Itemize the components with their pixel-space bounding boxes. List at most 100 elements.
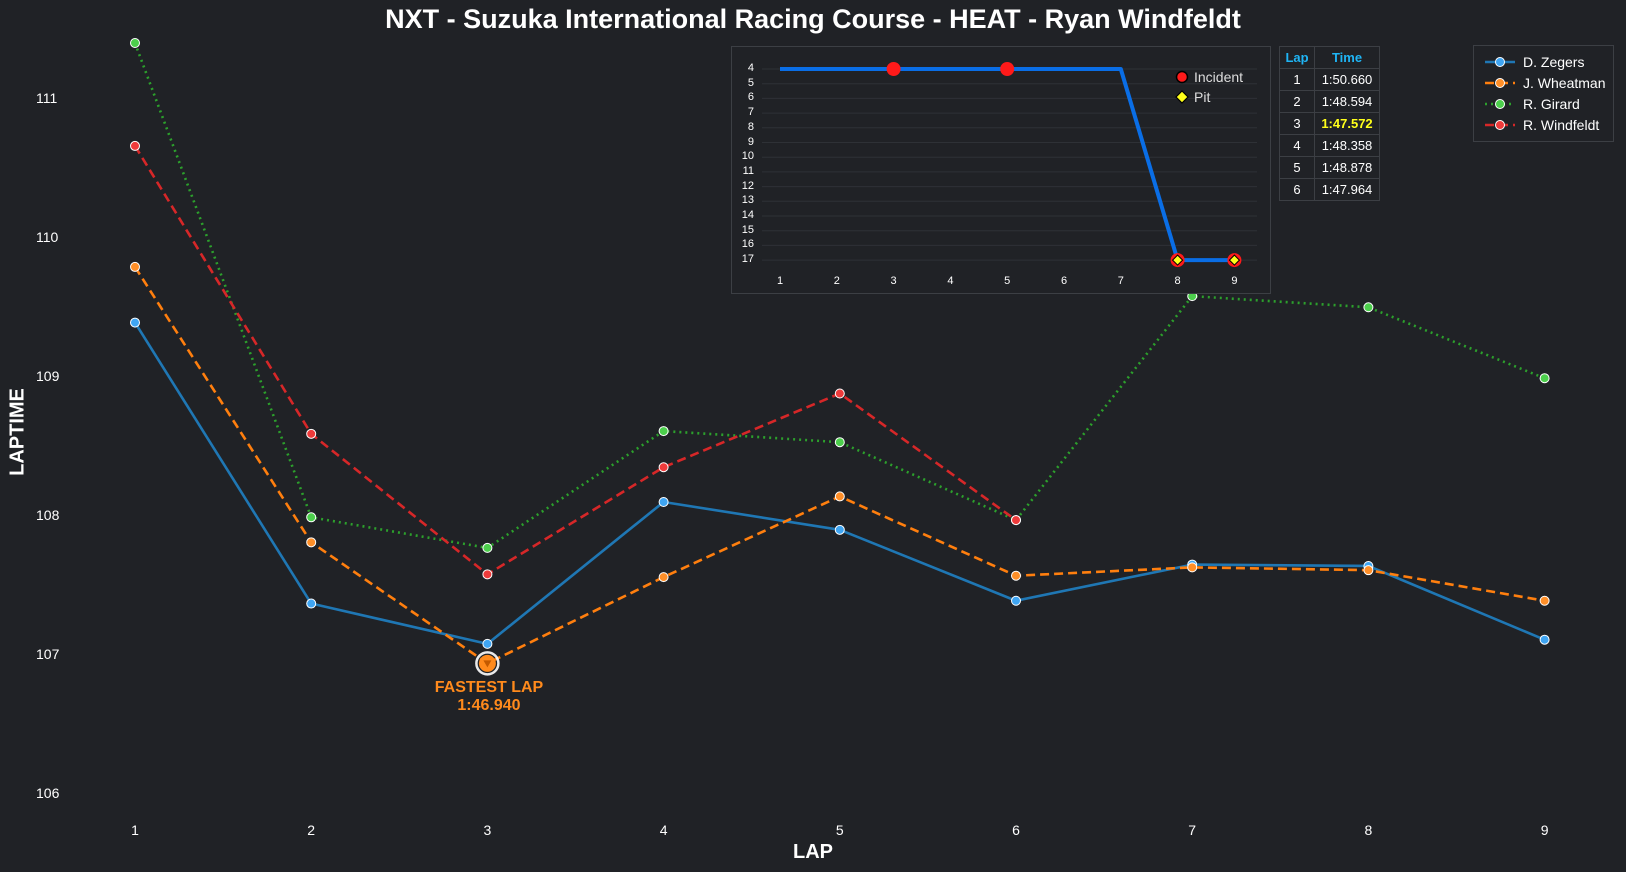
inset-y-tick-label: 13: [741, 194, 754, 207]
inset-y-tick-label: 12: [741, 179, 754, 192]
pit-marker: [1171, 254, 1184, 266]
lap-number-cell: 2: [1279, 90, 1315, 113]
x-tick-label: 6: [1012, 822, 1020, 838]
data-point: [1011, 595, 1021, 606]
inset-legend-incident-label: Incident: [1194, 69, 1244, 85]
inset-legend-pit: Pit: [1172, 87, 1210, 107]
data-point: [482, 542, 493, 553]
lap-table-header-lap: Lap: [1279, 46, 1315, 69]
lap-table-row: 4 1:48.358: [1279, 134, 1380, 157]
incident-marker: [886, 62, 901, 76]
fastest-lap-value: 1:46.940: [457, 697, 521, 715]
inset-y-tick-label: 4: [747, 62, 754, 74]
data-point: [1539, 634, 1550, 645]
inset-y-tick-label: 8: [747, 120, 754, 133]
trophy-icon: [483, 660, 492, 668]
legend-item: J. Wheatman: [1474, 73, 1613, 94]
data-point: [834, 491, 845, 502]
x-tick-label: 1: [131, 822, 139, 838]
data-point: [834, 524, 845, 535]
y-tick-label: 106: [36, 785, 60, 802]
data-point: [306, 512, 317, 523]
inset-y-tick-label: 9: [747, 135, 754, 148]
lap-table-header-time: Time: [1314, 46, 1380, 69]
x-tick-label: 2: [307, 822, 316, 838]
inset-x-tick-label: 7: [1117, 275, 1124, 287]
fastest-lap-annotation: FASTEST LAP 1:46.940: [409, 679, 569, 715]
inset-y-tick-label: 6: [747, 91, 754, 104]
x-tick-label: 8: [1364, 822, 1373, 838]
inset-x-tick-label: 8: [1174, 275, 1181, 287]
lap-table-row: 1 1:50.660: [1279, 68, 1380, 91]
incident-marker-icon: [1175, 70, 1189, 84]
inset-y-tick-label: 17: [741, 253, 754, 266]
data-point: [482, 638, 493, 649]
data-point: [306, 428, 317, 439]
x-tick-label: 5: [835, 822, 844, 838]
data-point: [130, 317, 140, 328]
data-point: [130, 261, 140, 272]
y-axis-label: LAPTIME: [6, 388, 29, 476]
legend-item: R. Girard: [1474, 94, 1613, 115]
legend-swatch-icon: [1485, 120, 1515, 130]
legend-label: R. Windfeldt: [1523, 117, 1600, 133]
data-point: [1539, 595, 1550, 606]
data-point: [658, 572, 669, 583]
lap-number-cell: 3: [1279, 112, 1315, 135]
legend-item: R. Windfeldt: [1474, 115, 1613, 136]
fastest-lap-label: FASTEST LAP: [434, 679, 544, 697]
inset-x-tick-label: 4: [947, 275, 954, 287]
legend-label: R. Girard: [1523, 96, 1580, 112]
inset-x-tick-label: 6: [1060, 275, 1068, 287]
lap-table-row: 2 1:48.594: [1279, 90, 1380, 113]
lap-number-cell: 6: [1279, 178, 1315, 201]
chart-title: NXT - Suzuka International Racing Course…: [385, 4, 1241, 34]
inset-y-tick-label: 15: [741, 223, 754, 236]
inset-x-tick-label: 1: [776, 275, 784, 287]
x-axis-label: LAP: [793, 841, 833, 863]
series-line-3: [133, 145, 1017, 576]
inset-y-tick-label: 16: [741, 238, 754, 251]
lap-number-cell: 5: [1279, 156, 1315, 179]
data-point: [130, 38, 140, 48]
data-point: [306, 598, 317, 609]
lap-time-cell: 1:48.358: [1314, 134, 1380, 157]
y-tick-label: 111: [36, 89, 58, 106]
data-point: [306, 537, 317, 548]
lap-table-row: 5 1:48.878: [1279, 156, 1380, 179]
position-line: [780, 67, 1235, 263]
x-tick-label: 7: [1188, 822, 1197, 838]
inset-x-tick-label: 5: [1004, 275, 1011, 287]
legend-swatch-icon: [1485, 78, 1515, 88]
y-tick-label: 108: [36, 506, 60, 523]
data-point: [658, 426, 669, 437]
series-line-2: [133, 42, 1546, 550]
pit-marker-icon: [1175, 90, 1189, 104]
lap-table-row: 3 1:47.572: [1279, 112, 1380, 135]
x-tick-label: 4: [659, 822, 668, 838]
incident-marker: [1000, 62, 1015, 76]
y-tick-label: 107: [36, 646, 60, 662]
data-point: [658, 462, 669, 473]
lap-time-cell: 1:47.964: [1314, 178, 1380, 201]
data-point: [834, 388, 845, 399]
lap-number-cell: 4: [1279, 134, 1315, 157]
inset-x-tick-label: 9: [1231, 275, 1238, 287]
data-point: [1187, 562, 1198, 573]
data-point: [1011, 570, 1021, 581]
lap-table-row: 6 1:47.964: [1279, 178, 1380, 201]
lap-time-cell: 1:48.878: [1314, 156, 1380, 179]
lap-table-header-row: Lap Time: [1279, 46, 1380, 69]
lap-times-table: Lap Time 1 1:50.660 2 1:48.594 3 1:47.572 4 1:4…: [1279, 46, 1380, 201]
fastest-lap-ring: [475, 651, 500, 676]
x-tick-label: 9: [1540, 822, 1549, 838]
legend-label: D. Zegers: [1523, 54, 1585, 70]
lap-time-cell: 1:47.572: [1314, 112, 1380, 135]
lap-time-cell: 1:48.594: [1314, 90, 1380, 113]
inset-y-tick-label: 11: [742, 164, 754, 177]
data-point: [1011, 515, 1021, 526]
inset-x-tick-label: 2: [833, 275, 840, 287]
inset-legend-incident: Incident: [1172, 67, 1243, 87]
